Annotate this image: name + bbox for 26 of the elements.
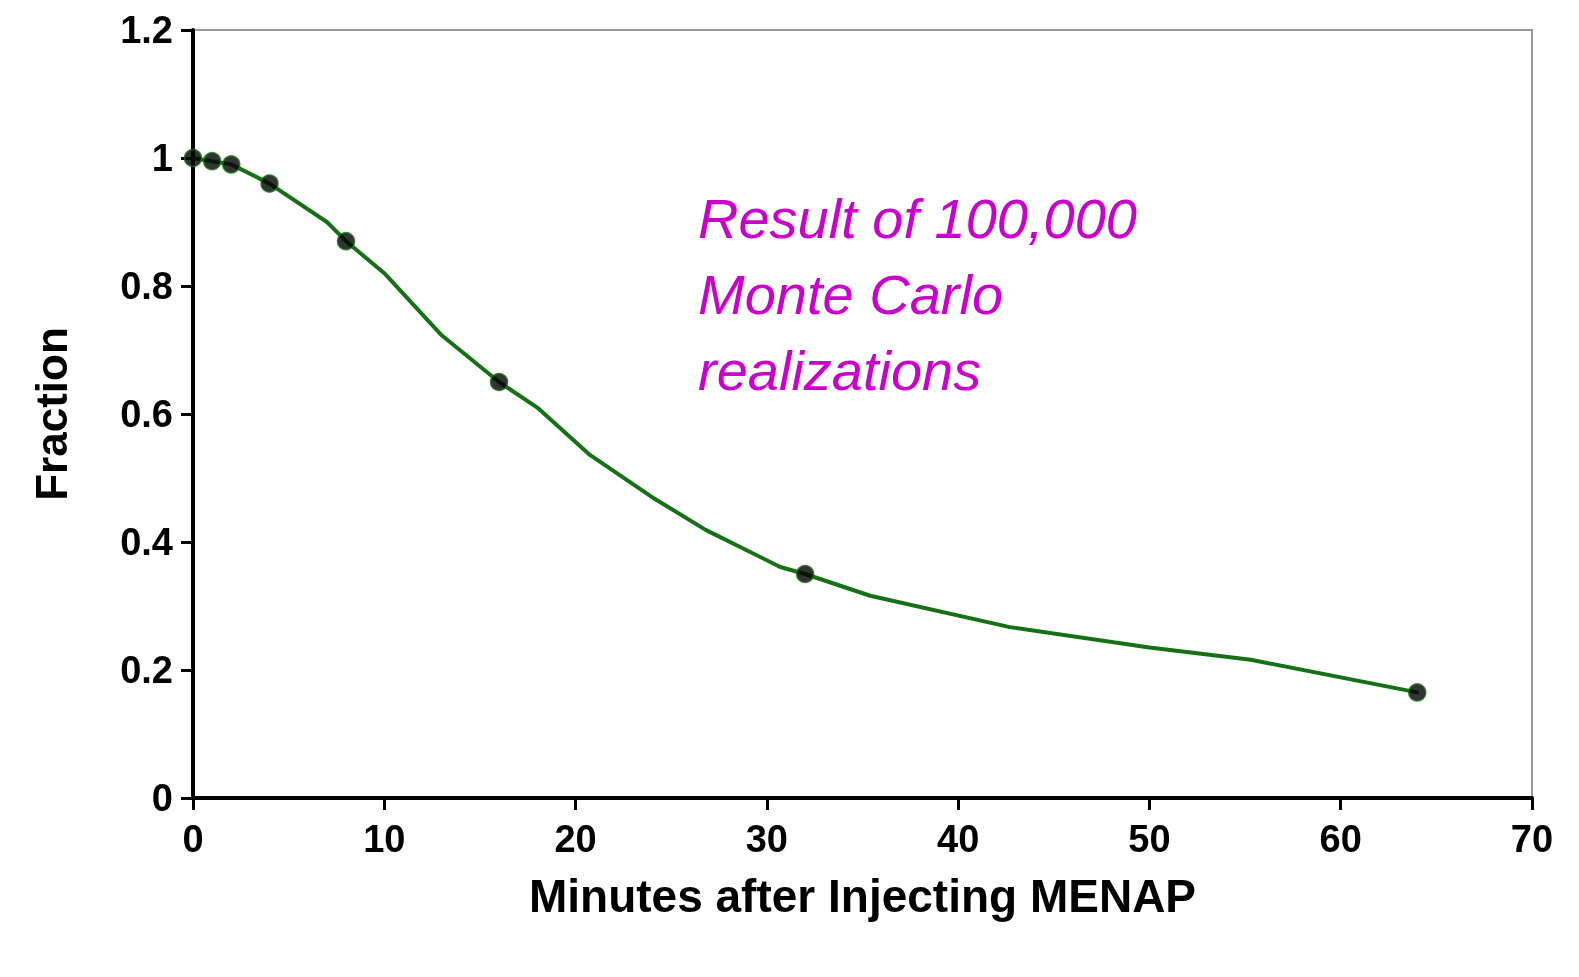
point xyxy=(222,155,241,174)
x-tick-label: 40 xyxy=(937,818,980,860)
point xyxy=(260,174,279,193)
point xyxy=(1408,683,1427,702)
point xyxy=(336,231,356,251)
x-tick-label: 50 xyxy=(1128,818,1171,860)
point xyxy=(202,151,222,171)
annotation: Result of 100,000 Monte Carlo realizations xyxy=(698,186,1137,402)
x-tick-label: 30 xyxy=(745,818,788,860)
x-tick-label: 0 xyxy=(182,818,204,860)
y-tick-label: 0.6 xyxy=(120,393,173,435)
y-axis-title: Fraction xyxy=(26,327,76,501)
y-tick-label: 0.4 xyxy=(120,521,173,563)
x-axis-title: Minutes after Injecting MENAP xyxy=(528,870,1197,922)
x-tick-label: 10 xyxy=(363,818,406,860)
x-tick-label: 60 xyxy=(1319,818,1362,860)
x-tick-label: 20 xyxy=(554,818,597,860)
y-tick-label: 0 xyxy=(151,777,173,819)
point xyxy=(795,564,815,584)
y-tick-label: 0.8 xyxy=(120,265,173,307)
point xyxy=(489,372,509,392)
y-tick-label: 0.2 xyxy=(120,649,173,691)
x-tick-label: 70 xyxy=(1510,818,1554,860)
y-tick-label: 1 xyxy=(151,137,173,179)
y-tick-label: 1.2 xyxy=(120,9,173,51)
point xyxy=(183,148,203,168)
